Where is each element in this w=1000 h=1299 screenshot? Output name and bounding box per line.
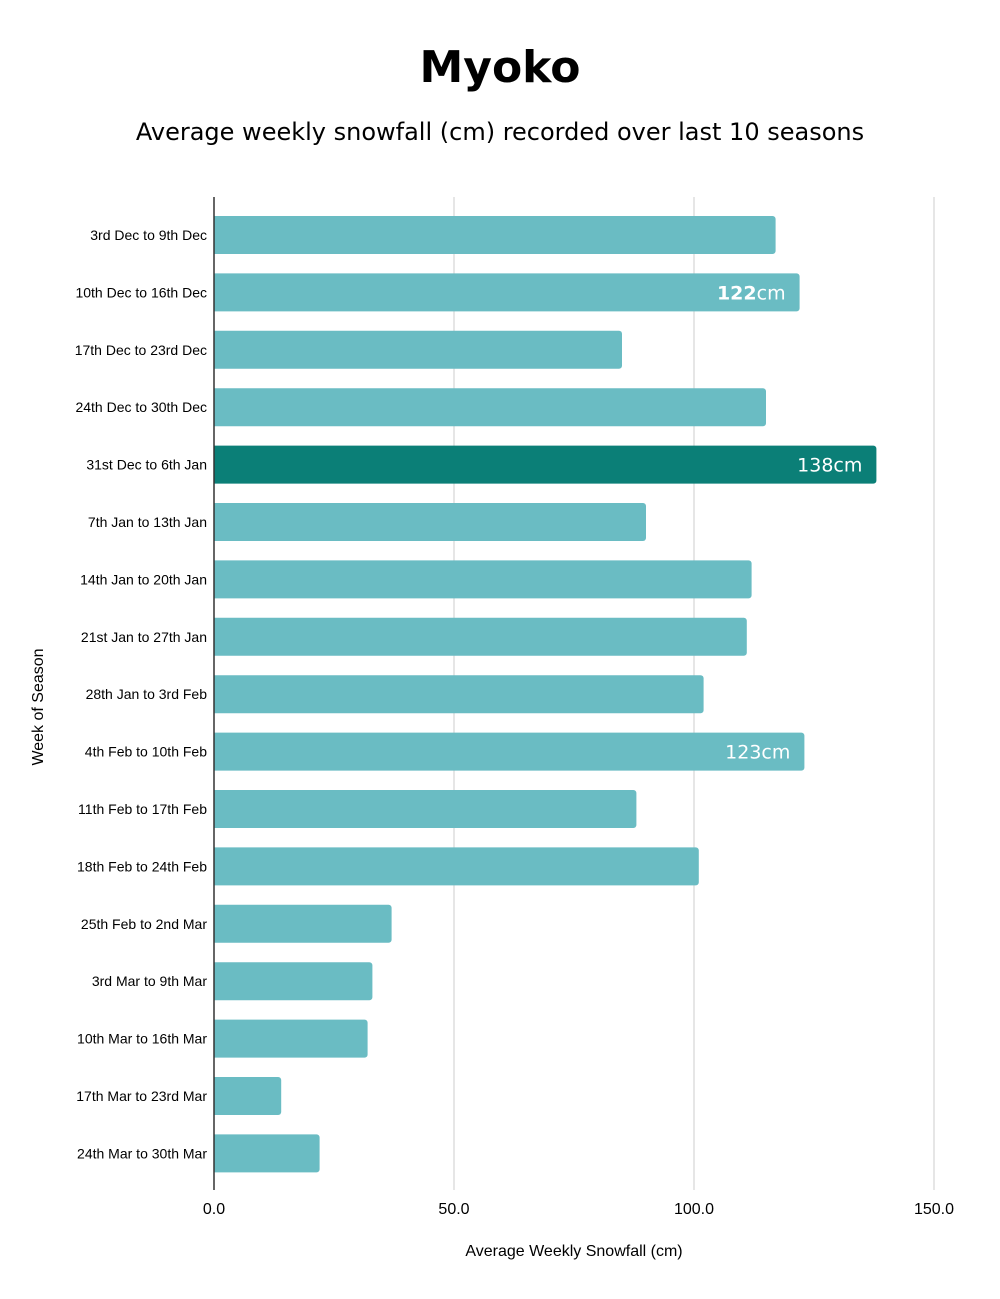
- bar-data-label: 123cm: [725, 742, 790, 764]
- bar: [214, 330, 622, 369]
- bar: [213, 675, 704, 714]
- y-tick-label: 7th Jan to 13th Jan: [88, 514, 207, 530]
- bar: [214, 617, 747, 656]
- x-tick-label: 150.0: [914, 1201, 954, 1218]
- y-tick-label: 17th Mar to 23rd Mar: [76, 1088, 207, 1104]
- bar-data-unit: cm: [757, 282, 786, 304]
- y-axis-title: Week of Season: [30, 648, 47, 765]
- y-tick-label: 3rd Mar to 9th Mar: [92, 973, 207, 989]
- x-tick-label: 50.0: [438, 1201, 469, 1218]
- x-tick-label: 100.0: [674, 1201, 714, 1218]
- y-tick-label: 3rd Dec to 9th Dec: [90, 227, 207, 243]
- y-tick-label: 25th Feb to 2nd Mar: [81, 916, 207, 932]
- bar: [214, 732, 805, 771]
- y-tick-label: 11th Feb to 17th Feb: [78, 801, 207, 817]
- chart-subtitle: Average weekly snowfall (cm) recorded ov…: [135, 118, 865, 146]
- bar-data-value: 123: [725, 742, 761, 764]
- bar: [214, 388, 766, 427]
- bar-data-unit: cm: [761, 742, 790, 764]
- axes: 0.0 50.0 100.0 150.0 3rd Dec to 9th Dec 10th …: [75, 197, 954, 1218]
- y-tick-label: 17th Dec to 23rd Dec: [75, 342, 207, 358]
- y-tick-label: 24th Mar to 30th Mar: [77, 1145, 207, 1161]
- bar-data-label: 122cm: [717, 282, 786, 304]
- bar: [214, 847, 699, 886]
- bar: [214, 560, 752, 599]
- bar: [214, 962, 373, 1001]
- bar: [214, 904, 392, 943]
- y-tick-label: 31st Dec to 6th Jan: [86, 457, 207, 473]
- bar-data-value: 122: [717, 282, 757, 304]
- y-tick-label: 4th Feb to 10th Feb: [85, 744, 207, 760]
- bar: [214, 503, 646, 541]
- bar: [214, 790, 637, 828]
- bar-data-unit: cm: [833, 455, 862, 477]
- bar-data-value: 138: [797, 455, 833, 477]
- chart-title: Myoko: [419, 42, 581, 93]
- bar: [214, 1019, 368, 1058]
- bar: [214, 445, 877, 484]
- bar: [214, 216, 776, 254]
- y-tick-label: 28th Jan to 3rd Feb: [86, 686, 208, 702]
- y-tick-label: 10th Dec to 16th Dec: [75, 284, 207, 300]
- bar: [214, 273, 800, 312]
- y-tick-label: 18th Feb to 24th Feb: [77, 858, 207, 874]
- bar: [214, 1077, 282, 1115]
- y-tick-label: 21st Jan to 27th Jan: [81, 629, 207, 645]
- x-tick-label: 0.0: [203, 1201, 225, 1218]
- y-tick-label: 24th Dec to 30th Dec: [75, 399, 207, 415]
- y-tick-label: 10th Mar to 16th Mar: [77, 1031, 207, 1047]
- y-tick-label: 14th Jan to 20th Jan: [80, 571, 207, 587]
- bar: [214, 1134, 320, 1173]
- x-axis-title: Average Weekly Snowfall (cm): [465, 1243, 682, 1260]
- bar-data-label: 138cm: [797, 455, 862, 477]
